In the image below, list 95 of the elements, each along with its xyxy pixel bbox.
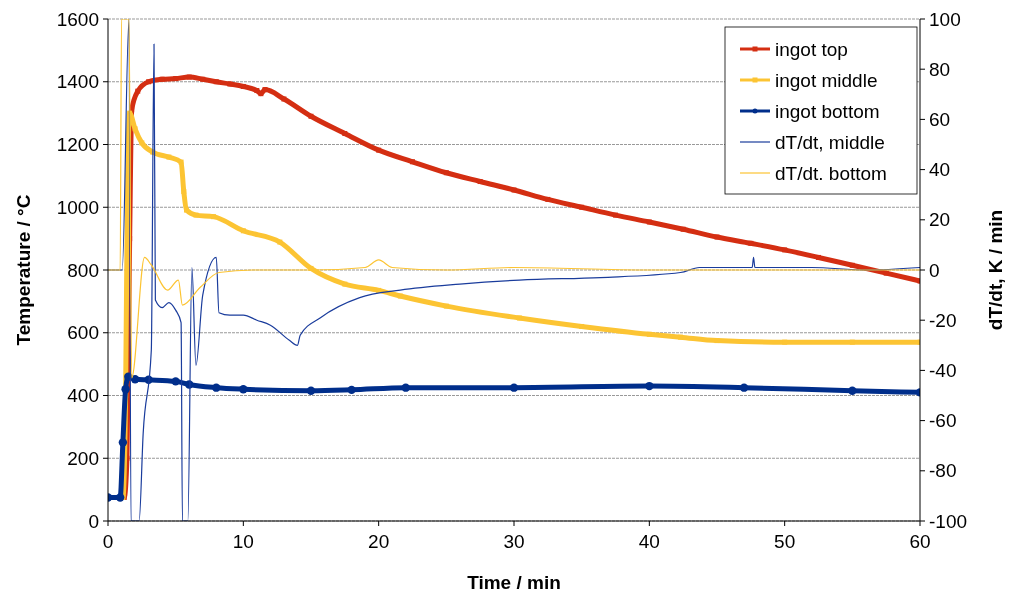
y2-tick-label: -60: [929, 410, 957, 432]
point: [410, 159, 415, 165]
point: [308, 113, 314, 119]
point: [516, 315, 522, 321]
point: [477, 179, 483, 185]
x-axis-title: Time / min: [467, 572, 561, 593]
point: [115, 493, 125, 502]
point: [132, 126, 138, 132]
x-tick-label: 60: [909, 531, 931, 552]
point: [130, 374, 140, 384]
point: [443, 170, 449, 176]
legend-label: ingot top: [775, 38, 848, 60]
point: [239, 385, 248, 394]
point: [146, 79, 152, 85]
point: [748, 240, 754, 246]
x-tick-label: 40: [638, 531, 660, 552]
y2-tick-label: -40: [929, 360, 957, 382]
point: [509, 383, 519, 392]
point: [240, 228, 246, 234]
y2-tick-label: 100: [929, 8, 961, 30]
y2-tick-label: -100: [929, 510, 968, 532]
legend-label: dT/dt. bottom: [775, 162, 887, 184]
point: [240, 83, 246, 89]
legend-label: ingot bottom: [775, 100, 880, 122]
point: [181, 189, 187, 195]
y2-axis-title: dT/dt, K / min: [985, 209, 1006, 331]
point: [376, 147, 382, 153]
point: [166, 154, 172, 160]
y2-tick-label: 80: [929, 58, 951, 80]
point: [211, 214, 217, 220]
point: [347, 385, 356, 395]
point: [342, 281, 348, 287]
y-tick-label: 400: [67, 385, 99, 407]
point: [306, 386, 316, 395]
point: [848, 386, 857, 395]
point: [677, 334, 683, 340]
point: [254, 88, 260, 94]
legend-label: ingot middle: [775, 69, 878, 91]
point: [646, 219, 652, 225]
y2-tick-label: -20: [929, 309, 957, 331]
point: [227, 81, 233, 87]
y-axis-title: Temperature / °C: [13, 194, 34, 346]
point: [183, 207, 189, 213]
point: [714, 234, 720, 240]
y-tick-label: 0: [88, 510, 99, 532]
y2-tick-label: -80: [929, 460, 957, 482]
y2-tick-label: 60: [929, 109, 951, 131]
y-tick-label: 800: [67, 259, 99, 281]
point: [579, 204, 585, 210]
point: [212, 383, 221, 392]
point: [193, 212, 199, 218]
y-tick-label: 1000: [56, 196, 99, 218]
y2-tick-label: 20: [929, 209, 951, 231]
y-tick-label: 200: [67, 447, 99, 469]
point: [739, 383, 749, 392]
y-tick-label: 1200: [56, 134, 99, 156]
point: [849, 262, 855, 268]
point: [401, 383, 410, 392]
point: [186, 74, 192, 80]
point: [277, 239, 283, 245]
point: [680, 226, 686, 232]
point: [213, 79, 219, 85]
legend-label: dT/dt, middle: [775, 131, 885, 153]
point: [121, 385, 130, 394]
point: [200, 76, 206, 82]
point: [545, 196, 551, 202]
point: [118, 438, 128, 447]
x-tick-label: 50: [774, 531, 796, 552]
x-tick-label: 0: [102, 531, 114, 552]
point: [135, 88, 141, 94]
point: [178, 159, 184, 165]
point: [443, 303, 449, 309]
y-tick-label: 1400: [56, 71, 99, 93]
x-tick-label: 30: [503, 531, 525, 552]
y-tick-label: 600: [67, 322, 99, 344]
point: [397, 293, 403, 299]
y2-tick-label: 40: [929, 159, 951, 181]
point: [262, 87, 268, 93]
point: [883, 270, 889, 276]
point: [376, 287, 382, 293]
x-tick-label: 20: [368, 531, 390, 552]
y-tick-label: 1600: [56, 8, 99, 30]
x-tick-label: 10: [232, 531, 254, 552]
point: [159, 76, 165, 82]
point: [645, 381, 654, 391]
point: [342, 131, 348, 137]
point: [646, 331, 652, 337]
point: [782, 247, 788, 253]
point: [281, 96, 287, 102]
point: [139, 140, 145, 146]
point: [171, 377, 180, 386]
point: [816, 254, 821, 260]
point: [613, 212, 618, 218]
point: [511, 187, 517, 193]
y2-tick-label: 0: [929, 259, 940, 281]
